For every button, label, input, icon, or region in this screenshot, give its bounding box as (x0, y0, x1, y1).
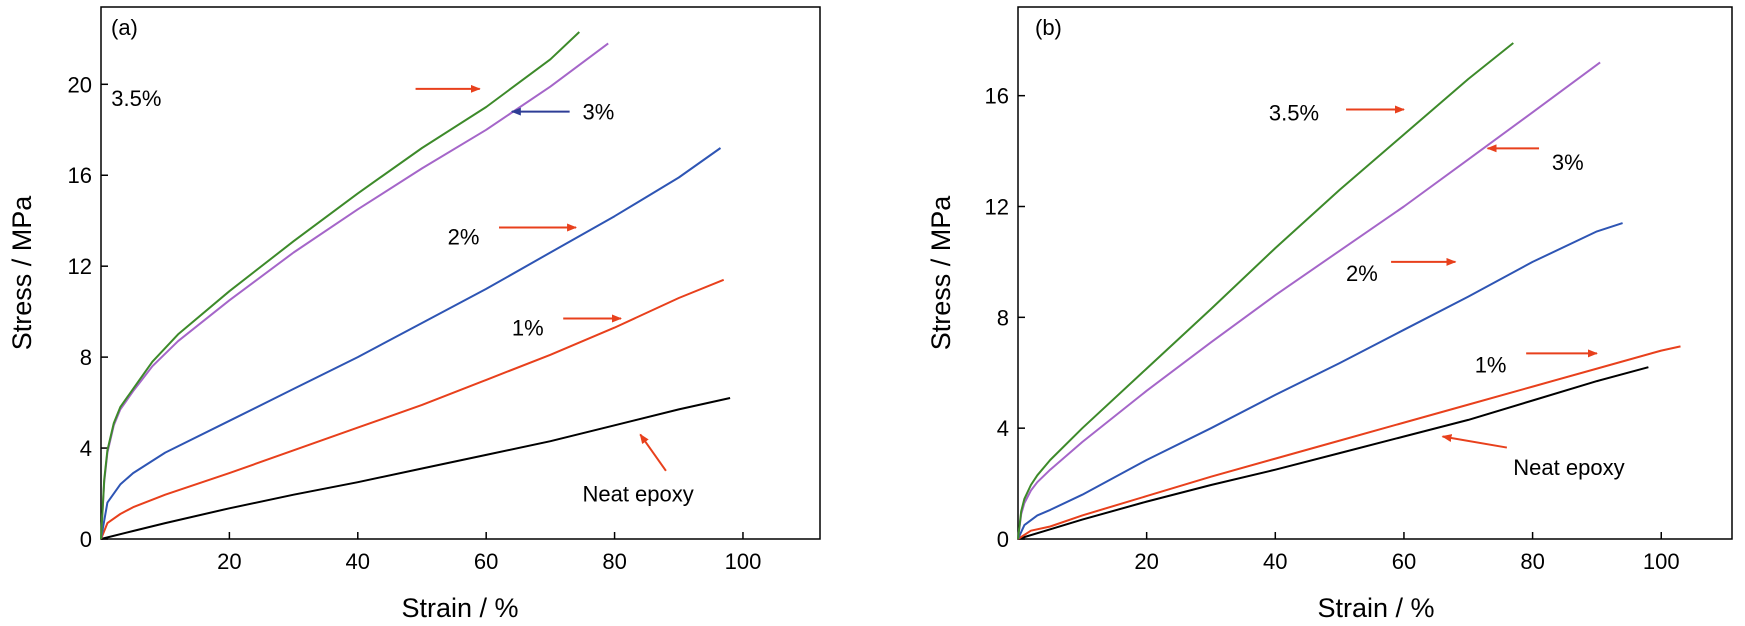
series-line-2pct (1017, 222, 1623, 540)
x-tick-label: 20 (1134, 549, 1158, 574)
series-line-1pct (1017, 345, 1681, 540)
y-tick-label: 8 (997, 305, 1009, 330)
x-tick-label: 60 (474, 549, 498, 574)
annotation-label-neat-epoxy: Neat epoxy (582, 482, 693, 507)
series-line-1pct (100, 278, 725, 540)
y-tick-label: 12 (68, 254, 92, 279)
x-axis-title: Strain / % (401, 593, 518, 623)
panel-label: (b) (1035, 15, 1062, 40)
series-line-3-5pct (1017, 42, 1514, 540)
series-line-3pct (100, 42, 609, 540)
y-tick-label: 4 (997, 416, 1009, 441)
annotation-label-3pct: 3% (1552, 150, 1584, 175)
annotation-label-1pct: 1% (512, 316, 544, 341)
data-series (100, 31, 731, 540)
panel-label: (a) (111, 15, 138, 40)
x-tick-label: 20 (217, 549, 241, 574)
y-axis-title: Stress / MPa (926, 195, 956, 351)
tick-marks: 20 40 60 80 100 0 4 8 12 16 20 (68, 72, 762, 574)
tick-marks: 20 40 60 80 100 0 4 8 12 16 (985, 84, 1680, 574)
annotation-arrow-neat-epoxy (639, 433, 667, 472)
annotation-arrow-neat-epoxy (1441, 434, 1508, 449)
x-tick-label: 40 (346, 549, 370, 574)
y-tick-label: 20 (68, 72, 92, 97)
series-line-2pct (100, 147, 722, 540)
x-tick-label: 80 (602, 549, 626, 574)
annotation-label-3-5pct: 3.5% (1269, 100, 1319, 125)
x-tick-label: 100 (725, 549, 762, 574)
data-series (1017, 42, 1681, 540)
x-axis-title: Strain / % (1317, 593, 1434, 623)
y-axis-title: Stress / MPa (7, 195, 37, 351)
plot-frame (1017, 6, 1733, 540)
x-tick-label: 80 (1520, 549, 1544, 574)
annotation-label-3pct: 3% (582, 100, 614, 125)
annotation-label-neat-epoxy: Neat epoxy (1513, 455, 1624, 480)
y-tick-label: 8 (80, 345, 92, 370)
series-line-neat-epoxy (100, 397, 731, 540)
annotation-label-2pct: 2% (448, 225, 480, 250)
annotation-label-1pct: 1% (1475, 352, 1507, 377)
y-tick-label: 16 (985, 84, 1009, 109)
series-line-neat-epoxy (1017, 366, 1649, 540)
annotation-label-2pct: 2% (1346, 261, 1378, 286)
annotations: 3.5% 3% 2% 1% Neat epoxy (111, 84, 694, 507)
y-tick-label: 4 (80, 436, 92, 461)
y-tick-label: 0 (997, 527, 1009, 552)
y-tick-label: 0 (80, 527, 92, 552)
annotation-label-3-5pct: 3.5% (111, 86, 161, 111)
x-tick-label: 60 (1392, 549, 1416, 574)
series-line-3pct (1017, 61, 1601, 540)
y-tick-label: 12 (985, 195, 1009, 220)
y-tick-label: 16 (68, 163, 92, 188)
x-tick-label: 40 (1263, 549, 1287, 574)
plot-frame (100, 6, 821, 540)
series-line-3-5pct (100, 31, 580, 540)
x-tick-label: 100 (1643, 549, 1680, 574)
chart-panel-a: 20 40 60 80 100 0 4 8 12 16 20 3.5% 3% 2% 1% Neat epox… (7, 6, 821, 623)
annotations: 3.5% 3% 2% 1% Neat epoxy (1269, 100, 1625, 480)
